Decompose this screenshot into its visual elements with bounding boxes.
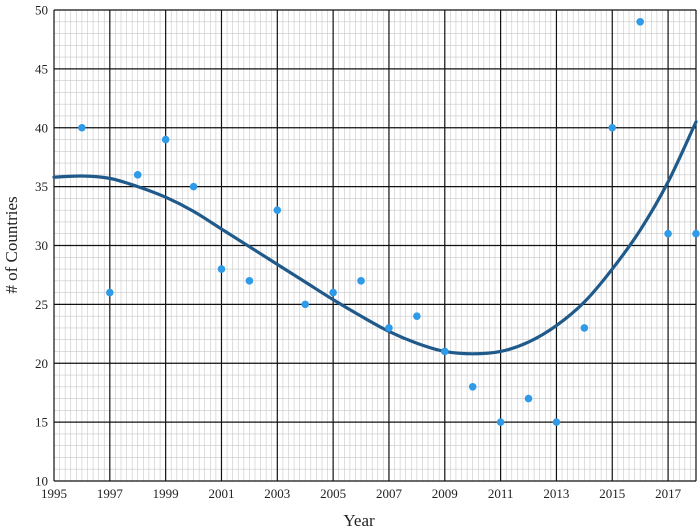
trend-line-layer [52,120,698,356]
y-tick-label: 20 [35,356,48,371]
data-point [692,229,700,238]
x-tick-labels: 1995 1997 1999 2001 2003 2005 2007 2009 2011 2013… [41,486,682,501]
y-tick-labels: 10 15 20 25 30 35 40 45 50 [35,3,48,489]
x-tick-label: 2003 [264,486,290,501]
x-tick-label: 2009 [432,486,458,501]
data-point [552,418,561,426]
x-tick-label: 2011 [488,486,514,501]
data-point [440,347,449,356]
data-point [273,206,282,214]
data-point [413,312,421,320]
data-point [357,277,365,285]
x-tick-label: 2013 [543,486,569,501]
data-point [217,265,226,273]
x-tick-label: 2007 [376,486,403,501]
x-tick-label: 2005 [320,486,346,501]
data-point [580,324,589,332]
y-tick-label: 50 [35,3,48,18]
data-point [329,288,337,297]
data-point [189,182,198,191]
x-tick-label: 1995 [41,486,67,501]
y-tick-label: 30 [35,238,48,253]
data-point [78,123,86,132]
y-tick-label: 25 [35,297,48,312]
x-tick-label: 2017 [655,486,682,501]
data-points-layer [78,17,700,426]
data-point [133,171,142,179]
data-point [636,17,644,26]
data-point [608,123,617,132]
y-tick-label: 10 [35,474,48,489]
data-point [301,300,310,309]
data-point [245,277,254,285]
y-tick-label: 45 [35,61,48,76]
data-point [161,135,170,144]
trend-line [52,120,698,356]
y-tick-label: 15 [35,415,48,430]
y-axis-label: # of Countries [2,196,21,293]
data-point [524,394,533,403]
y-tick-label: 40 [35,120,48,135]
y-tick-label: 35 [35,179,48,194]
x-tick-label: 2001 [208,486,234,501]
major-grid [53,9,697,482]
data-point [664,229,672,238]
data-point [106,288,114,297]
x-tick-label: 1997 [97,486,124,501]
data-point [385,324,393,332]
x-tick-label: 2015 [599,486,625,501]
data-point [468,383,477,391]
x-tick-label: 1999 [153,486,179,501]
data-point [496,418,505,426]
x-axis-label: Year [343,511,375,530]
